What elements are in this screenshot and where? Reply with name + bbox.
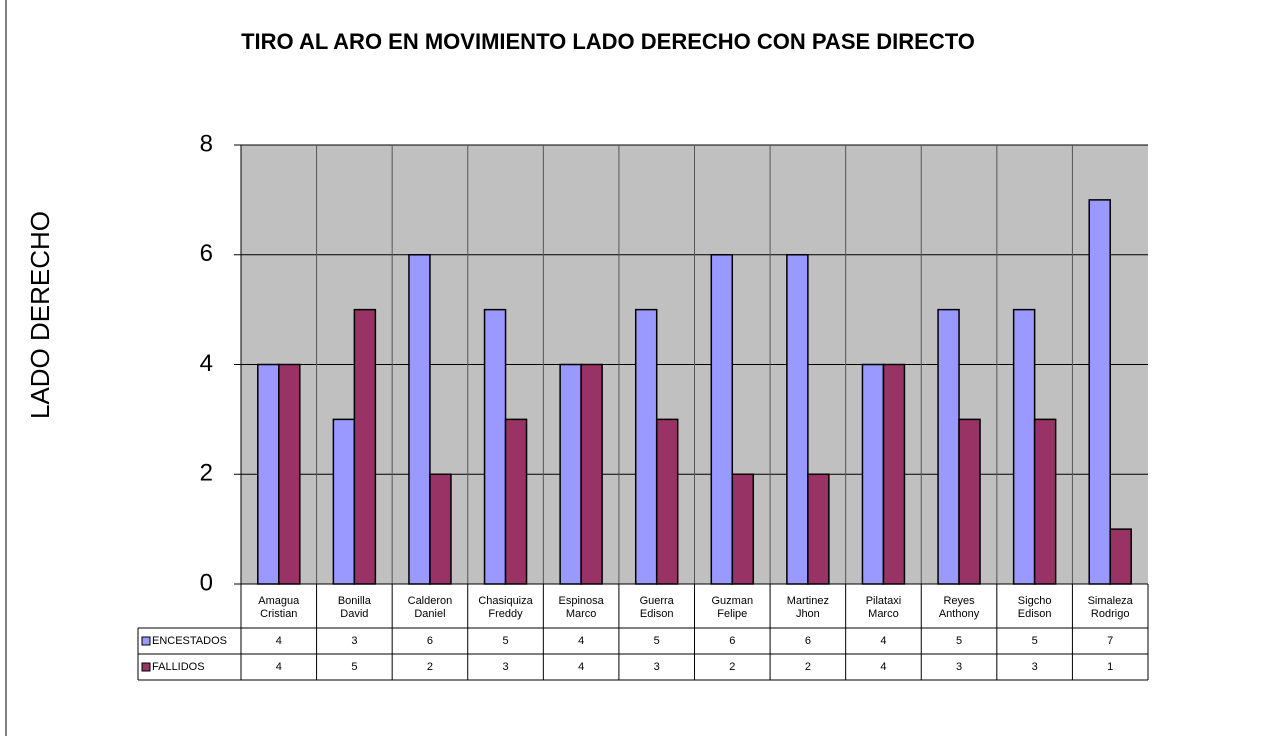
bar (504, 418, 528, 585)
table-value: 3 (502, 661, 508, 673)
x-tick-label: Pilataxi Marco (865, 595, 902, 620)
bar (429, 473, 452, 585)
table-value: 1 (1107, 661, 1113, 673)
bar (483, 308, 507, 585)
table-value: 6 (805, 635, 811, 647)
bar (634, 308, 658, 585)
bar (1012, 308, 1036, 585)
bar (731, 473, 755, 585)
bar (353, 308, 377, 585)
bar (786, 254, 809, 585)
bar (710, 254, 734, 585)
table-value: 3 (956, 661, 962, 673)
table-value: 5 (654, 635, 660, 647)
table-value: 3 (351, 635, 357, 647)
y-axis-label: LADO DERECHO (25, 211, 55, 419)
legend-key (141, 636, 151, 646)
bar (1033, 418, 1057, 585)
x-tick-label: Martinez Jhon (786, 595, 829, 620)
table-value: 2 (805, 661, 811, 673)
bar (958, 418, 981, 585)
bar (559, 363, 582, 585)
table-value: 3 (654, 661, 660, 673)
table-value: 4 (578, 661, 584, 673)
table-value: 4 (276, 635, 282, 647)
table-value: 5 (1032, 635, 1038, 647)
x-tick-label: Guerra Edison (639, 595, 674, 620)
bar (655, 418, 679, 585)
table-value: 3 (1032, 661, 1038, 673)
table-value: 6 (729, 635, 735, 647)
bar (861, 363, 885, 585)
table-value: 7 (1107, 635, 1113, 647)
bar (257, 363, 280, 585)
table-value: 4 (880, 661, 886, 673)
x-tick-label: Espinosa Marco (558, 595, 604, 620)
x-tick-label: Calderon Daniel (407, 595, 453, 620)
y-tick-label: 6 (200, 240, 213, 267)
y-tick-label: 0 (200, 569, 213, 596)
bar (1109, 528, 1132, 585)
table-value: 4 (880, 635, 886, 647)
legend-label: ENCESTADOS (152, 635, 227, 647)
table-value: 4 (276, 661, 282, 673)
x-tick-label: Amagua Cristian (258, 595, 300, 620)
x-tick-label: Reyes Anthony (938, 595, 980, 620)
x-tick-label: Bonilla David (337, 595, 371, 620)
bar (332, 418, 356, 585)
legend-label: FALLIDOS (152, 661, 205, 673)
table-value: 4 (578, 635, 584, 647)
bar (1088, 199, 1111, 585)
legend-key (141, 662, 151, 672)
y-tick-label: 2 (200, 460, 213, 487)
y-tick-label: 8 (200, 130, 213, 157)
table-value: 2 (729, 661, 735, 673)
table-value: 2 (427, 661, 433, 673)
bar (937, 308, 960, 585)
bar (807, 473, 830, 585)
y-tick-label: 4 (200, 350, 213, 377)
chart-frame (5, 0, 7, 736)
bar (580, 363, 603, 585)
x-tick-label: Simaleza Rodrigo (1087, 595, 1133, 620)
bar (408, 254, 431, 585)
table-value: 6 (427, 635, 433, 647)
table-value: 5 (351, 661, 357, 673)
x-tick-label: Sigcho Edison (1017, 595, 1052, 620)
bar (278, 363, 301, 585)
table-value: 5 (956, 635, 962, 647)
bar (882, 363, 906, 585)
chart-title: TIRO AL ARO EN MOVIMIENTO LADO DERECHO C… (241, 29, 975, 54)
x-tick-label: Guzman Felipe (711, 595, 754, 620)
x-tick-label: Chasiquiza Freddy (478, 595, 533, 620)
table-value: 5 (502, 635, 508, 647)
